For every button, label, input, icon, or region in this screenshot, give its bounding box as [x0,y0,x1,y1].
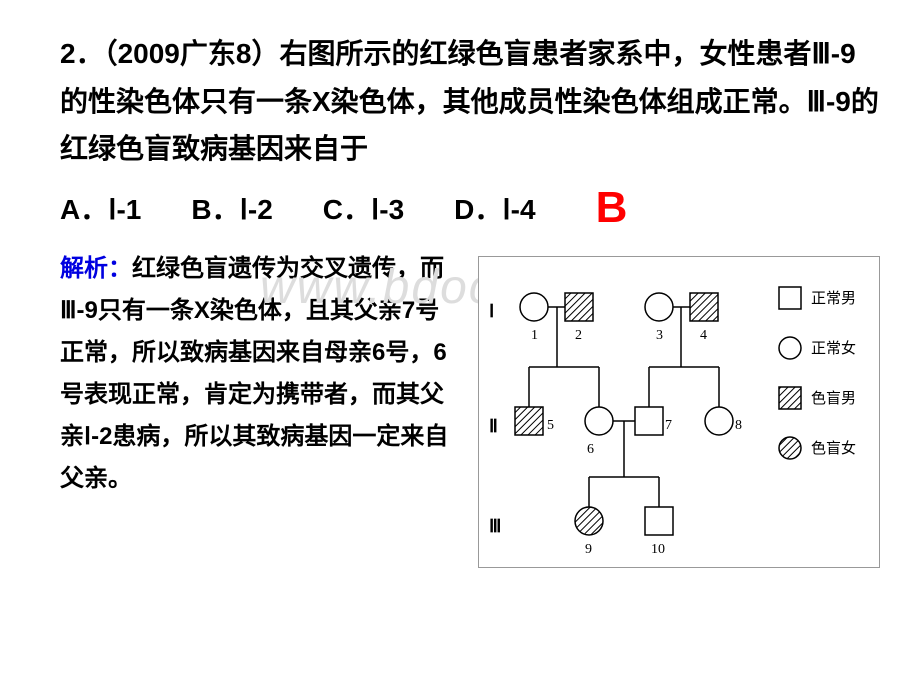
analysis-text: 红绿色盲遗传为交叉遗传，而Ⅲ-9只有一条X染色体，且其父亲7号正常，所以致病基因… [60,255,448,492]
question-number: 2． [60,38,104,69]
individual-7 [635,407,663,435]
individual-8 [705,407,733,435]
legend-square-hatched-icon [779,387,801,409]
individual-1 [520,293,548,321]
legend-normal-female: 正常女 [811,339,856,357]
individual-3 [645,293,673,321]
pedigree-diagram: Ⅰ Ⅱ Ⅲ 1 2 3 4 [478,256,880,568]
gen-2-label: Ⅱ [489,416,498,436]
option-b: B．Ⅰ-2 [191,188,272,228]
legend-square-empty-icon [779,287,801,309]
id-3: 3 [656,328,663,343]
id-7: 7 [665,418,672,433]
question-source: （2009广东8） [104,38,280,69]
id-4: 4 [700,328,707,343]
lower-section: 解析：红绿色盲遗传为交叉遗传，而Ⅲ-9只有一条X染色体，且其父亲7号正常，所以致… [0,233,920,568]
options-row: A．Ⅰ-1 B．Ⅰ-2 C．Ⅰ-3 D．Ⅰ-4 B [0,183,920,233]
question-text: 2．（2009广东8）右图所示的红绿色盲患者家系中，女性患者Ⅲ-9的性染色体只有… [0,0,920,183]
id-1: 1 [531,328,538,343]
individual-5 [515,407,543,435]
legend-cb-female: 色盲女 [811,439,856,457]
analysis-label: 解析： [60,255,132,282]
id-2: 2 [575,328,582,343]
individual-4 [690,293,718,321]
gen-3-label: Ⅲ [489,516,501,536]
legend-cb-male: 色盲男 [811,390,856,407]
legend-circle-hatched-icon [779,437,801,459]
legend-normal-male: 正常男 [811,290,856,307]
id-10: 10 [651,542,665,557]
individual-9 [575,507,603,535]
option-a: A．Ⅰ-1 [60,188,141,228]
id-9: 9 [585,542,592,557]
individual-6 [585,407,613,435]
answer-letter: B [596,183,628,233]
legend-circle-empty-icon [779,337,801,359]
id-8: 8 [735,418,742,433]
individual-10 [645,507,673,535]
option-d: D．Ⅰ-4 [454,188,535,228]
option-c: C．Ⅰ-3 [323,188,404,228]
id-5: 5 [547,418,554,433]
analysis-block: 解析：红绿色盲遗传为交叉遗传，而Ⅲ-9只有一条X染色体，且其父亲7号正常，所以致… [60,248,458,568]
gen-1-label: Ⅰ [489,301,494,321]
individual-2 [565,293,593,321]
id-6: 6 [587,442,594,457]
